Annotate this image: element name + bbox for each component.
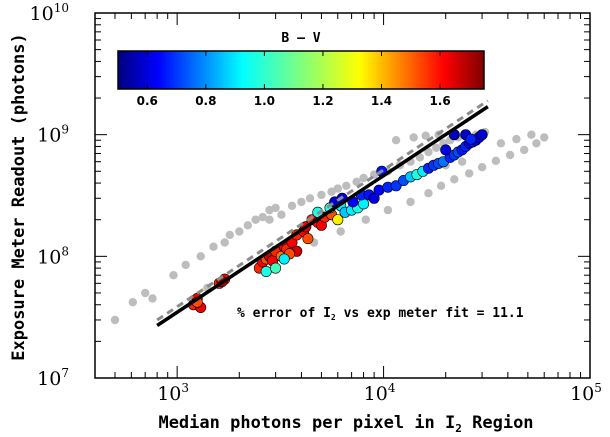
colored-point (476, 129, 488, 141)
gray-point (391, 136, 401, 145)
x-tick-label: 104 (364, 381, 396, 405)
gray-point (520, 145, 529, 155)
gray-point (436, 181, 446, 190)
annotation-text: % error of I2 vs exp meter fit = 11.1 (237, 306, 524, 322)
plot-border (94, 12, 591, 379)
colored-point (358, 198, 370, 210)
gray-point (196, 252, 205, 261)
colorbar-gradient (117, 50, 485, 90)
gray-point (491, 156, 501, 165)
colorbar: B – V 0.6 0.8 1.0 1.2 1.4 1.6 (117, 31, 485, 108)
gray-point (465, 169, 474, 178)
gray-point (359, 173, 368, 183)
gray-point (277, 210, 286, 219)
colorbar-tick-label: 1.2 (312, 94, 333, 108)
gray-point (243, 221, 252, 230)
gray-point (327, 187, 336, 196)
gray-point (457, 157, 467, 166)
gray-point (409, 133, 418, 142)
gray-point (169, 271, 178, 280)
colorbar-tick-label: 1.4 (371, 94, 392, 108)
gray-point (421, 131, 430, 140)
gray-point (361, 215, 370, 224)
axis-ticks (94, 12, 591, 379)
gray-point (251, 215, 260, 224)
colored-point (368, 192, 380, 204)
gray-point (532, 139, 541, 148)
colored-point (332, 214, 344, 226)
colored-point (270, 262, 282, 274)
gray-point (181, 260, 190, 270)
gray-point (342, 181, 351, 190)
colorbar-tick-label: 0.8 (195, 94, 216, 108)
colored-point (440, 144, 452, 156)
colored-point (260, 265, 272, 277)
gray-point (424, 189, 433, 198)
colored-point (278, 253, 290, 265)
colored-point (465, 133, 477, 145)
gray-point (148, 294, 157, 303)
x-tick-label: 103 (157, 381, 189, 405)
fit-lines-layer (156, 99, 489, 327)
gray-point (333, 184, 342, 193)
colorbar-tick-label: 1.0 (254, 94, 275, 108)
gray-point (540, 133, 549, 142)
y-tick-label: 1010 (30, 1, 69, 25)
gray-point (512, 134, 521, 144)
colored-point (390, 180, 402, 192)
gray-point (225, 230, 234, 240)
colorbar-tick-label: 0.6 (137, 94, 158, 108)
gray-point (209, 242, 218, 251)
gray-point (110, 315, 120, 325)
gray-point (383, 205, 393, 215)
gray-point (305, 194, 315, 203)
tick-labels: 103 104 105 107 108 109 1010 (30, 1, 602, 405)
colorbar-tick-label: 1.6 (429, 94, 450, 108)
gray-point (336, 227, 345, 236)
fit-line (156, 105, 489, 327)
gray-point (432, 143, 441, 152)
plot-frame (94, 12, 591, 379)
gray-point (287, 201, 297, 210)
gray-point (235, 227, 244, 236)
gray-point (258, 212, 267, 222)
gray-point (220, 238, 229, 247)
gray-point (450, 175, 459, 184)
gray-point (128, 298, 137, 307)
gray-point (297, 197, 306, 207)
gray-point (352, 177, 361, 186)
gray-point (477, 163, 487, 172)
gray-point (317, 190, 326, 200)
gray-point (141, 288, 150, 298)
colored-point (302, 233, 314, 245)
gray-point (496, 139, 506, 148)
gray-point (415, 153, 425, 162)
colorbar-ticks: 0.6 0.8 1.0 1.2 1.4 1.6 (137, 51, 451, 108)
gray-point (265, 215, 274, 224)
gray-point (527, 130, 536, 139)
gray-point (505, 150, 515, 160)
reference-line (156, 99, 489, 322)
x-axis-title: Median photons per pixel in I2 Region (158, 413, 533, 435)
gray-point (406, 197, 415, 207)
colorbar-title: B – V (281, 31, 320, 46)
y-tick-label: 107 (37, 366, 69, 390)
y-axis-title: Exposure Meter Readout (photons) (9, 33, 29, 361)
y-tick-label: 108 (37, 244, 69, 268)
gray-point (424, 147, 433, 157)
y-tick-label: 109 (37, 123, 69, 147)
gray-point (271, 203, 280, 213)
x-tick-label: 105 (570, 381, 602, 405)
